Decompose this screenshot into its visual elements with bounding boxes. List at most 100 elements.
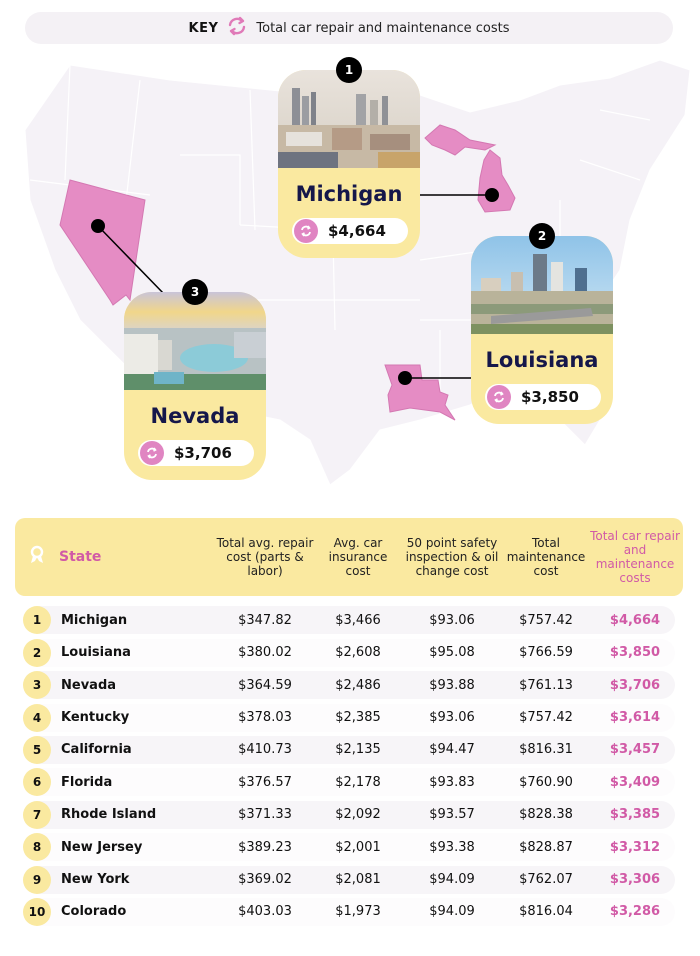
michigan-upper-shape (424, 124, 497, 156)
total-cell: $4,664 (609, 612, 661, 628)
maintenance-cell: $828.38 (519, 807, 573, 823)
total-cell: $3,286 (609, 904, 661, 920)
state-cell: California (61, 742, 132, 758)
insurance-cell: $3,466 (335, 612, 381, 628)
total-cell: $3,312 (609, 839, 661, 855)
total-cell: $3,706 (609, 677, 661, 693)
ranking-table: State Total avg. repair cost (parts & la… (15, 518, 683, 926)
nevada-city-photo (124, 292, 266, 390)
nevada-shape (59, 179, 146, 306)
table-row: 5 California $410.73 $2,135 $94.47 $816.… (15, 735, 683, 764)
rank-badge: 7 (23, 800, 51, 829)
header-repair-cost: Total avg. repair cost (parts & labor) (216, 536, 314, 578)
inspection-cell: $93.38 (429, 839, 475, 855)
header-maintenance-cost: Total maintenance cost (506, 536, 586, 578)
inspection-cell: $93.06 (429, 710, 475, 726)
insurance-cell: $2,135 (335, 742, 381, 758)
rank-badge: 1 (336, 57, 362, 83)
table-row: 1 Michigan $347.82 $3,466 $93.06 $757.42… (15, 606, 683, 635)
rank-badge: 3 (23, 671, 51, 700)
michigan-city-photo (278, 70, 420, 168)
repair-cell: $347.82 (238, 612, 292, 628)
repair-cell: $389.23 (238, 839, 292, 855)
inspection-cell: $93.06 (429, 612, 475, 628)
header-inspection-cost: 50 point safety inspection & oil change … (405, 536, 499, 578)
michigan-pin (485, 188, 499, 202)
rank-badge: 3 (182, 279, 208, 305)
state-cell: Nevada (61, 677, 117, 693)
insurance-cell: $2,001 (335, 839, 381, 855)
repair-cell: $378.03 (238, 710, 292, 726)
cost-pill: $3,706 (138, 440, 254, 466)
rank-badge: 6 (23, 768, 51, 797)
cost-value: $4,664 (328, 222, 386, 240)
table-row: 8 New Jersey $389.23 $2,001 $93.38 $828.… (15, 833, 683, 862)
insurance-cell: $2,178 (335, 774, 381, 790)
maintenance-cell: $816.04 (519, 904, 573, 920)
state-cell: New York (61, 872, 130, 888)
key-label: KEY (188, 20, 219, 36)
table-row: 4 Kentucky $378.03 $2,385 $93.06 $757.42… (15, 703, 683, 732)
state-cell: Florida (61, 774, 113, 790)
total-cell: $3,457 (609, 742, 661, 758)
repair-cell: $376.57 (238, 774, 292, 790)
table-row: 2 Louisiana $380.02 $2,608 $95.08 $766.5… (15, 638, 683, 667)
cycle-arrows-icon (140, 441, 164, 465)
louisiana-city-photo (471, 236, 613, 334)
state-name: Michigan (295, 182, 403, 206)
state-name: Louisiana (485, 348, 599, 372)
award-ribbon-icon (29, 545, 45, 569)
table-row: 10 Colorado $403.03 $1,973 $94.09 $816.0… (15, 897, 683, 926)
inspection-cell: $95.08 (429, 645, 475, 661)
total-cell: $3,385 (609, 807, 661, 823)
maintenance-cell: $757.42 (519, 612, 573, 628)
header-label: State (59, 549, 102, 565)
maintenance-cell: $816.31 (519, 742, 573, 758)
repair-cell: $371.33 (238, 807, 292, 823)
header-insurance-cost: Avg. car insurance cost (328, 536, 388, 578)
insurance-cell: $2,385 (335, 710, 381, 726)
state-cell: New Jersey (61, 839, 143, 855)
nevada-pin (91, 219, 105, 233)
inspection-cell: $94.09 (429, 904, 475, 920)
maintenance-cell: $761.13 (519, 677, 573, 693)
state-card-nevada: 3 Nevada $3,706 (124, 279, 266, 480)
table-header: State Total avg. repair cost (parts & la… (15, 518, 683, 596)
state-cell: Michigan (61, 612, 128, 628)
inspection-cell: $93.88 (429, 677, 475, 693)
maintenance-cell: $760.90 (519, 774, 573, 790)
state-cell: Rhode Island (61, 807, 157, 823)
maintenance-cell: $828.87 (519, 839, 573, 855)
header-state: State (15, 545, 215, 569)
cost-pill: $3,850 (485, 384, 601, 410)
maintenance-cell: $757.42 (519, 710, 573, 726)
total-cell: $3,614 (609, 710, 661, 726)
legend-key-bar: KEY Total car repair and maintenance cos… (25, 12, 673, 44)
cost-value: $3,850 (521, 388, 579, 406)
insurance-cell: $1,973 (335, 904, 381, 920)
cycle-arrows-icon (226, 16, 248, 40)
rank-badge: 2 (529, 223, 555, 249)
repair-cell: $380.02 (238, 645, 292, 661)
table-row: 3 Nevada $364.59 $2,486 $93.88 $761.13 $… (15, 671, 683, 700)
total-cell: $3,850 (609, 645, 661, 661)
repair-cell: $410.73 (238, 742, 292, 758)
rank-badge: 2 (23, 638, 51, 667)
table-row: 7 Rhode Island $371.33 $2,092 $93.57 $82… (15, 800, 683, 829)
repair-cell: $403.03 (238, 904, 292, 920)
repair-cell: $369.02 (238, 872, 292, 888)
inspection-cell: $94.09 (429, 872, 475, 888)
total-cell: $3,409 (609, 774, 661, 790)
insurance-cell: $2,608 (335, 645, 381, 661)
state-card-michigan: 1 Michigan $4,664 (278, 57, 420, 258)
maintenance-cell: $762.07 (519, 872, 573, 888)
rank-badge: 4 (23, 703, 51, 732)
maintenance-cell: $766.59 (519, 645, 573, 661)
cycle-arrows-icon (294, 219, 318, 243)
table-row: 9 New York $369.02 $2,081 $94.09 $762.07… (15, 865, 683, 894)
table-row: 6 Florida $376.57 $2,178 $93.83 $760.90 … (15, 768, 683, 797)
cost-value: $3,706 (174, 444, 232, 462)
rank-badge: 1 (23, 606, 51, 635)
rank-badge: 10 (23, 897, 51, 926)
header-total-cost: Total car repair and maintenance costs (590, 529, 680, 585)
